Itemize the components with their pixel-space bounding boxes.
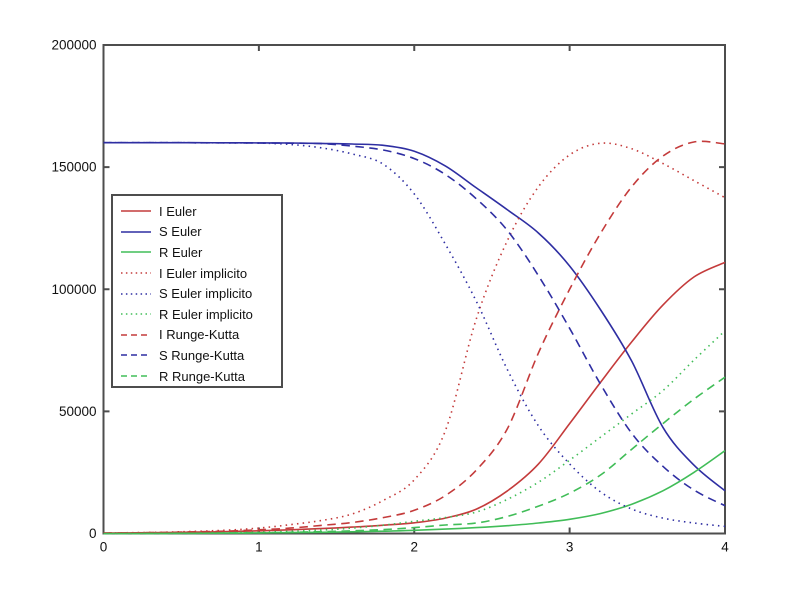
series-line-s-runge-kutta [103, 141, 726, 507]
series-line-r-euler-implicito [103, 330, 726, 535]
legend-line-sample [121, 292, 151, 295]
legend-line-sample [121, 210, 151, 213]
legend-line-sample [121, 313, 151, 316]
y-tick-label: 150000 [51, 160, 96, 175]
legend-item-label: S Euler [159, 224, 202, 240]
legend-item-r-runge-kutta: R Runge-Kutta [113, 366, 281, 387]
legend-item-r-euler-implicito: R Euler implicito [113, 304, 281, 325]
legend-line-sample [121, 334, 151, 336]
x-tick-label: 1 [255, 540, 263, 555]
x-tick-label: 4 [721, 540, 729, 555]
series-line-r-runge-kutta [103, 376, 726, 535]
legend-line-sample [121, 272, 151, 274]
legend-item-s-euler: S Euler [113, 222, 281, 243]
legend: I Euler S Euler R Euler I Euler implicito S … [111, 194, 283, 388]
legend-item-label: I Runge-Kutta [159, 327, 240, 343]
legend-item-s-runge-kutta: S Runge-Kutta [113, 345, 281, 366]
legend-item-i-euler-implicito: I Euler implicito [113, 263, 281, 284]
legend-item-label: I Euler implicito [159, 265, 248, 281]
y-tick-label: 0 [89, 526, 97, 541]
x-tick-label: 2 [410, 540, 418, 555]
y-tick-label: 200000 [51, 38, 96, 53]
legend-item-label: I Euler [159, 203, 197, 219]
legend-line-sample [121, 375, 151, 377]
legend-line-sample [121, 231, 151, 233]
x-tick-label: 0 [100, 540, 108, 555]
legend-item-i-euler: I Euler [113, 201, 281, 222]
legend-item-label: S Euler implicito [159, 286, 253, 302]
series-line-r-euler [103, 450, 726, 535]
legend-item-s-euler-implicito: S Euler implicito [113, 283, 281, 304]
legend-item-label: R Euler implicito [159, 306, 253, 322]
legend-item-label: S Runge-Kutta [159, 347, 245, 363]
y-tick-label: 100000 [51, 282, 96, 297]
x-tick-label: 3 [566, 540, 574, 555]
series-line-i-runge-kutta [103, 140, 726, 534]
legend-line-sample [121, 251, 151, 254]
y-tick-label: 50000 [59, 404, 97, 419]
legend-item-label: R Euler [159, 244, 203, 260]
legend-item-i-runge-kutta: I Runge-Kutta [113, 325, 281, 346]
legend-item-r-euler: R Euler [113, 242, 281, 263]
legend-item-label: R Runge-Kutta [159, 368, 245, 384]
legend-line-sample [121, 354, 151, 357]
